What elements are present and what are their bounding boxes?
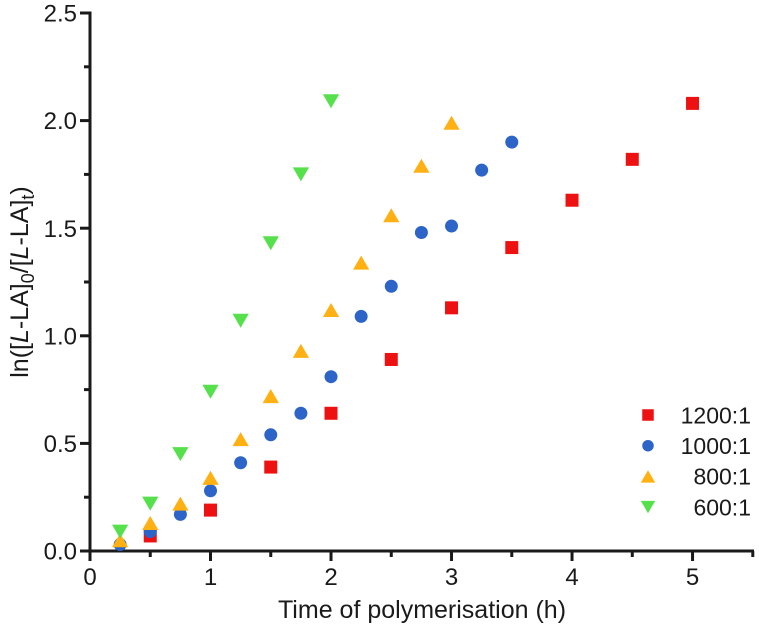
data-point — [383, 208, 400, 223]
data-point — [324, 406, 338, 420]
series-1000-1 — [113, 135, 519, 552]
legend-label: 1200:1 — [681, 402, 751, 428]
x-tick-label: 0 — [83, 564, 96, 591]
legend: 1200:1 1000:1 800:1 600:1 — [640, 402, 751, 520]
x-tick-label: 2 — [324, 564, 337, 591]
data-point — [640, 500, 656, 514]
data-point — [443, 115, 460, 130]
data-point — [384, 279, 398, 293]
y-tick-label: 2.5 — [44, 1, 77, 28]
data-point — [475, 163, 489, 177]
data-point — [202, 384, 219, 399]
x-tick-label: 4 — [565, 564, 578, 591]
data-point — [414, 226, 428, 240]
data-point — [445, 301, 459, 315]
legend-marker-circle-icon — [642, 439, 654, 452]
data-point — [642, 409, 654, 421]
data-point — [264, 428, 278, 442]
data-point — [204, 503, 218, 517]
data-point — [292, 343, 310, 358]
legend-item: 600:1 — [640, 494, 751, 520]
data-point — [294, 406, 308, 420]
data-point — [505, 241, 519, 255]
legend-label: 1000:1 — [681, 433, 751, 459]
data-point — [232, 313, 249, 328]
legend-label: 800:1 — [693, 464, 751, 490]
legend-marker-triangle-down-icon — [640, 500, 656, 514]
series-1200-1 — [143, 96, 700, 543]
legend-item: 1000:1 — [642, 433, 751, 459]
data-point — [642, 439, 654, 452]
y-tick-label: 0.5 — [44, 431, 77, 458]
data-point — [413, 158, 430, 173]
data-point — [204, 484, 218, 498]
data-point — [264, 460, 278, 474]
data-point — [625, 152, 639, 166]
data-point — [565, 193, 579, 207]
y-tick-label: 2.0 — [44, 108, 77, 135]
data-point — [353, 255, 370, 270]
legend-label: 600:1 — [693, 494, 751, 520]
y-axis-title: ln([L-LA]0/[L-LA]t) — [6, 186, 38, 378]
data-point — [262, 236, 279, 251]
data-point — [640, 470, 656, 483]
legend-item: 800:1 — [640, 464, 751, 490]
data-point — [172, 496, 189, 511]
data-point — [262, 389, 279, 404]
data-point — [234, 456, 248, 470]
x-tick-label: 3 — [445, 564, 458, 591]
y-tick-label: 1.0 — [44, 323, 77, 350]
x-axis-title: Time of polymerisation (h) — [278, 596, 566, 624]
data-point — [505, 135, 519, 149]
data-point — [322, 302, 340, 317]
x-tick-label: 1 — [204, 564, 217, 591]
data-point — [292, 167, 310, 182]
data-point — [232, 432, 249, 447]
y-tick-label: 1.5 — [44, 216, 77, 243]
y-tick-label: 0.0 — [44, 539, 77, 566]
data-point — [324, 370, 338, 384]
data-point — [173, 507, 187, 521]
data-point — [445, 219, 459, 233]
data-point — [686, 96, 700, 110]
legend-marker-triangle-up-icon — [640, 470, 656, 483]
data-point — [142, 496, 159, 511]
series-600-1 — [112, 94, 340, 539]
data-point — [142, 516, 159, 531]
data-point — [172, 447, 189, 462]
legend-marker-square-icon — [642, 409, 654, 421]
data-point — [112, 533, 129, 548]
data-point — [112, 524, 129, 539]
data-point — [354, 309, 368, 323]
data-point — [384, 352, 398, 366]
data-point — [322, 94, 340, 109]
data-point — [202, 470, 219, 485]
x-tick-label: 5 — [686, 564, 699, 591]
series-800-1 — [112, 115, 460, 548]
legend-item: 1200:1 — [642, 402, 751, 428]
